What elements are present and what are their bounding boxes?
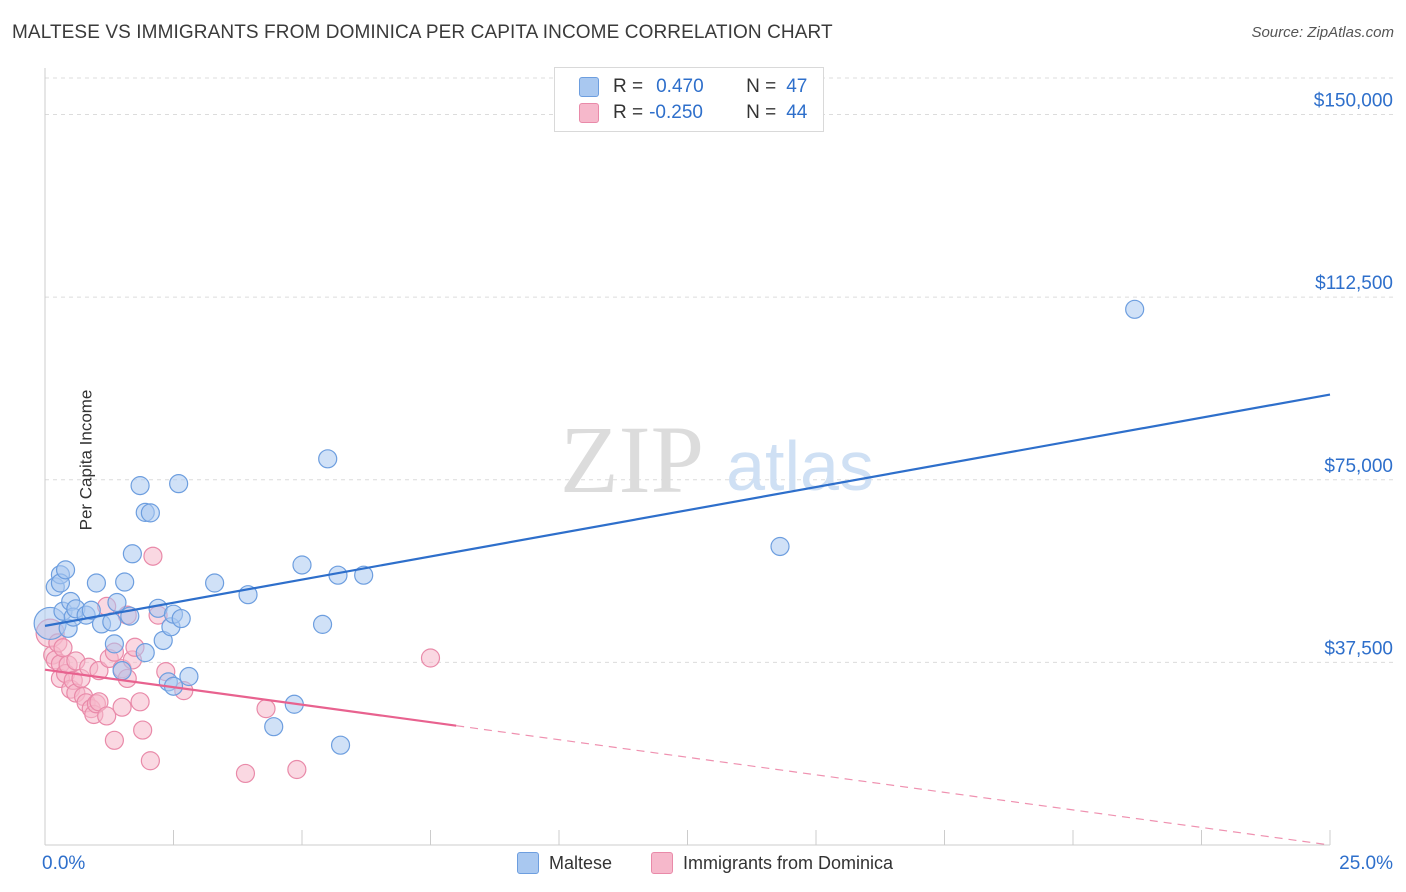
bottom-legend-dominica: Immigrants from Dominica <box>651 852 893 874</box>
legend-r-value-maltese: 0.470 <box>656 76 704 97</box>
watermark: ZIP atlas <box>560 406 874 513</box>
y-tick-label: $112,500 <box>1315 273 1393 294</box>
legend-r-label: R = <box>613 102 644 123</box>
trend-line-dominica-extended <box>456 725 1331 846</box>
point-maltese <box>354 565 374 585</box>
point-maltese <box>292 555 312 575</box>
point-maltese <box>135 643 155 663</box>
point-dominica <box>143 546 163 566</box>
watermark-atlas: atlas <box>726 427 874 505</box>
grid <box>45 77 1395 663</box>
point-maltese <box>112 661 132 681</box>
legend-row-dominica: R = -0.250 N = 44 <box>579 101 807 125</box>
point-maltese <box>130 476 150 496</box>
bottom-legend-swatch-maltese <box>517 852 539 874</box>
bottom-legend-maltese: Maltese <box>517 852 612 874</box>
point-maltese <box>140 503 160 523</box>
series-maltese <box>33 299 1145 755</box>
tick-labels: $37,500 $75,000 $112,500 $150,000 0.0% 25.0% <box>42 91 1393 874</box>
legend-n-label: N = <box>746 102 777 123</box>
source-label: Source: ZipAtlas.com <box>1251 24 1394 41</box>
point-maltese <box>770 536 790 557</box>
point-dominica <box>112 697 132 717</box>
y-axis-label: Per Capita Income <box>76 389 96 531</box>
point-maltese <box>55 560 76 580</box>
x-tick-label: 0.0% <box>42 853 85 874</box>
point-maltese <box>318 449 338 469</box>
point-dominica <box>235 763 256 784</box>
point-dominica <box>140 751 160 771</box>
point-maltese <box>115 572 135 592</box>
trend-lines <box>44 393 1331 846</box>
point-maltese <box>264 717 284 737</box>
point-maltese <box>179 666 199 687</box>
legend-n-value-maltese: 47 <box>786 76 808 97</box>
legend-n-label: N = <box>746 76 777 97</box>
point-maltese <box>1125 299 1145 319</box>
legend-box: R = 0.470 N = 47 R = -0.250 N = 44 <box>554 67 824 132</box>
point-maltese <box>171 608 191 629</box>
point-dominica <box>420 648 441 668</box>
point-maltese <box>104 634 124 654</box>
point-maltese <box>169 474 189 494</box>
point-maltese <box>107 592 127 613</box>
bottom-legend-swatch-dominica <box>651 852 673 874</box>
axes <box>44 68 1331 846</box>
point-dominica <box>133 720 153 740</box>
bottom-legend-label-maltese: Maltese <box>549 852 613 873</box>
legend-r-value-dominica: -0.250 <box>649 102 703 123</box>
legend-n-value-dominica: 44 <box>786 102 808 123</box>
point-dominica <box>256 699 276 719</box>
point-maltese <box>81 600 101 620</box>
legend-swatch-dominica <box>579 103 599 123</box>
point-maltese <box>86 573 107 593</box>
legend-r-label: R = <box>613 76 644 97</box>
y-tick-label: $37,500 <box>1324 638 1393 659</box>
trend-line-dominica <box>44 668 457 727</box>
point-maltese <box>330 735 351 755</box>
trend-line-maltese <box>44 393 1331 627</box>
legend-row-maltese: R = 0.470 N = 47 <box>579 75 807 99</box>
bottom-legend-label-dominica: Immigrants from Dominica <box>683 852 894 873</box>
point-dominica <box>89 661 109 681</box>
point-dominica <box>130 692 150 712</box>
watermark-zip: ZIP <box>560 406 704 513</box>
point-maltese <box>122 544 142 564</box>
point-maltese <box>205 573 225 593</box>
chart-title: MALTESE VS IMMIGRANTS FROM DOMINICA PER … <box>12 22 833 43</box>
legend-swatch-maltese <box>579 77 599 97</box>
point-dominica <box>287 759 307 780</box>
point-dominica <box>104 730 124 750</box>
point-maltese <box>312 614 333 634</box>
y-tick-label: $75,000 <box>1324 456 1393 477</box>
x-tick-label: 25.0% <box>1339 853 1393 874</box>
series-dominica <box>35 546 441 784</box>
y-tick-label: $150,000 <box>1314 91 1393 112</box>
point-dominica <box>97 706 117 726</box>
